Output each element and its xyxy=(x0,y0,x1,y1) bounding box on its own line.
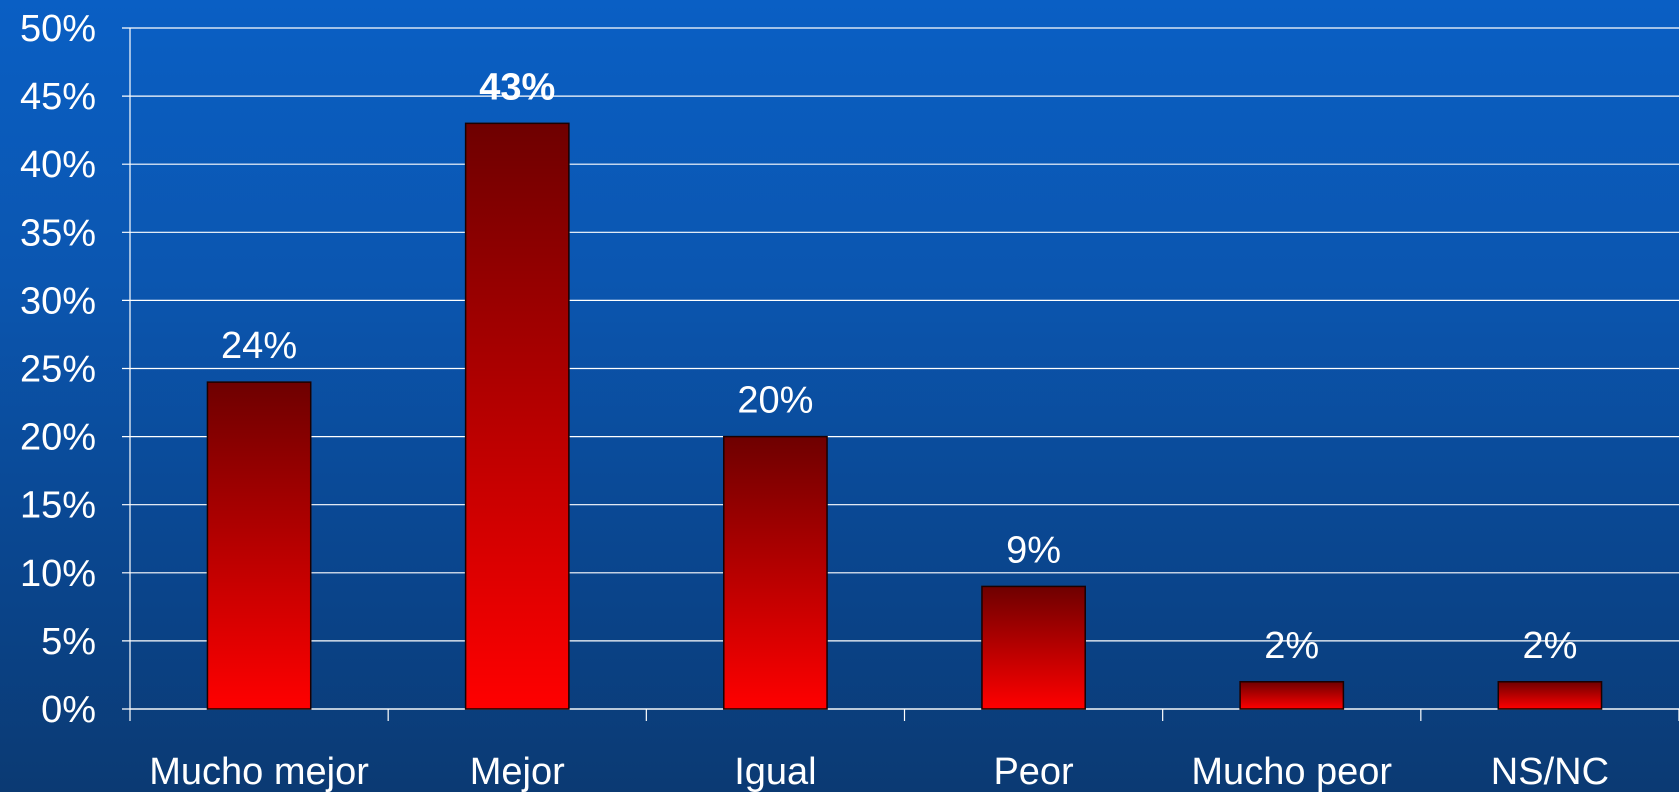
category-label: Peor xyxy=(993,751,1074,792)
gridlines xyxy=(122,27,1679,710)
data-label: 2% xyxy=(1264,625,1319,667)
bar xyxy=(1497,681,1603,710)
bar xyxy=(723,435,828,710)
data-label: 2% xyxy=(1522,625,1577,667)
y-tick-label: 20% xyxy=(20,417,96,459)
y-tick-label: 50% xyxy=(20,8,96,50)
bars xyxy=(206,122,1603,710)
y-tick-label: 15% xyxy=(20,485,96,527)
data-label: 20% xyxy=(737,380,813,422)
category-label: Mejor xyxy=(470,751,565,792)
y-tick-label: 40% xyxy=(20,144,96,186)
y-tick-label: 25% xyxy=(20,349,96,391)
category-label: Mucho peor xyxy=(1191,751,1392,792)
category-label: Igual xyxy=(734,751,816,792)
category-labels: Mucho mejor Mejor Igual Peor Mucho peor NS/NC xyxy=(149,751,1609,792)
bar xyxy=(206,381,312,710)
data-label: 9% xyxy=(1006,529,1061,571)
y-tick-label: 10% xyxy=(20,553,96,595)
data-label: 24% xyxy=(221,325,297,367)
y-tick-label: 0% xyxy=(41,689,96,731)
category-label: Mucho mejor xyxy=(149,751,369,792)
y-tick-label: 45% xyxy=(20,76,96,118)
bar xyxy=(1239,681,1345,710)
data-labels: 24% 43% 20% 9% 2% 2% xyxy=(221,66,1577,666)
data-label: 43% xyxy=(479,66,555,108)
category-label: NS/NC xyxy=(1491,751,1609,792)
y-axis: 0% 5% 10% 15% 20% 25% 30% 35% 40% 45% 50% xyxy=(20,8,131,731)
bar xyxy=(464,122,570,710)
x-axis xyxy=(129,708,1679,721)
y-tick-label: 5% xyxy=(41,621,96,663)
y-tick-label: 35% xyxy=(20,212,96,254)
bar xyxy=(981,585,1086,710)
y-tick-label: 30% xyxy=(20,280,96,322)
